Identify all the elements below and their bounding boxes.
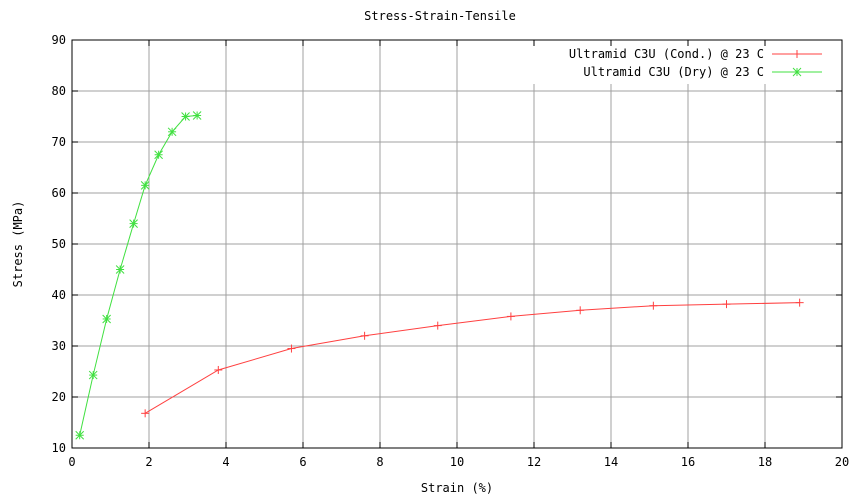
legend-label-cond: Ultramid C3U (Cond.) @ 23 C [569,47,764,61]
x-tick-label: 4 [222,455,229,469]
data-point [360,331,369,340]
data-point [129,219,138,228]
data-point [192,111,202,120]
x-tick-label: 18 [758,455,772,469]
y-tick-label: 10 [52,441,66,455]
data-point [88,370,98,380]
data-point [214,365,223,374]
axis-ticks: 0 2 4 6 8 10 12 14 16 18 20 10 20 30 40 50 60 70 80 90 [52,33,850,469]
data-point [287,344,296,353]
y-tick-label: 70 [52,135,66,149]
y-tick-label: 80 [52,84,66,98]
data-point [141,409,150,418]
data-point [154,150,163,160]
x-tick-label: 14 [604,455,618,469]
x-tick-label: 12 [527,455,541,469]
legend-label-dry: Ultramid C3U (Dry) @ 23 C [583,65,764,79]
data-point [649,301,658,310]
y-tick-label: 60 [52,186,66,200]
y-tick-label: 90 [52,33,66,47]
data-point [140,180,150,190]
x-tick-label: 10 [450,455,464,469]
data-point [433,321,442,330]
data-point [795,298,804,307]
x-tick-label: 16 [681,455,695,469]
chart-title: Stress-Strain-Tensile [364,9,516,23]
x-tick-label: 8 [376,455,383,469]
series-line-0 [144,302,800,414]
series-lines [75,111,804,440]
data-point [75,430,85,440]
x-axis-label: Strain (%) [421,481,493,495]
data-point [506,312,515,321]
data-point [115,265,125,274]
legend-marker-1 [792,67,802,77]
y-tick-label: 40 [52,288,66,302]
legend: Ultramid C3U (Cond.) @ 23 C Ultramid C3U… [569,47,822,79]
y-tick-label: 20 [52,390,66,404]
grid [72,40,842,448]
data-point [722,300,731,309]
data-point [181,112,190,121]
x-tick-label: 20 [835,455,849,469]
y-tick-label: 30 [52,339,66,353]
x-tick-label: 2 [145,455,152,469]
legend-marker-0 [793,50,801,58]
x-tick-label: 0 [68,455,75,469]
x-tick-label: 6 [299,455,306,469]
series-line-1 [79,114,198,436]
data-point [167,127,177,137]
y-tick-label: 50 [52,237,66,251]
y-axis-label: Stress (MPa) [11,201,25,288]
data-point [102,314,112,324]
data-point [576,306,585,315]
